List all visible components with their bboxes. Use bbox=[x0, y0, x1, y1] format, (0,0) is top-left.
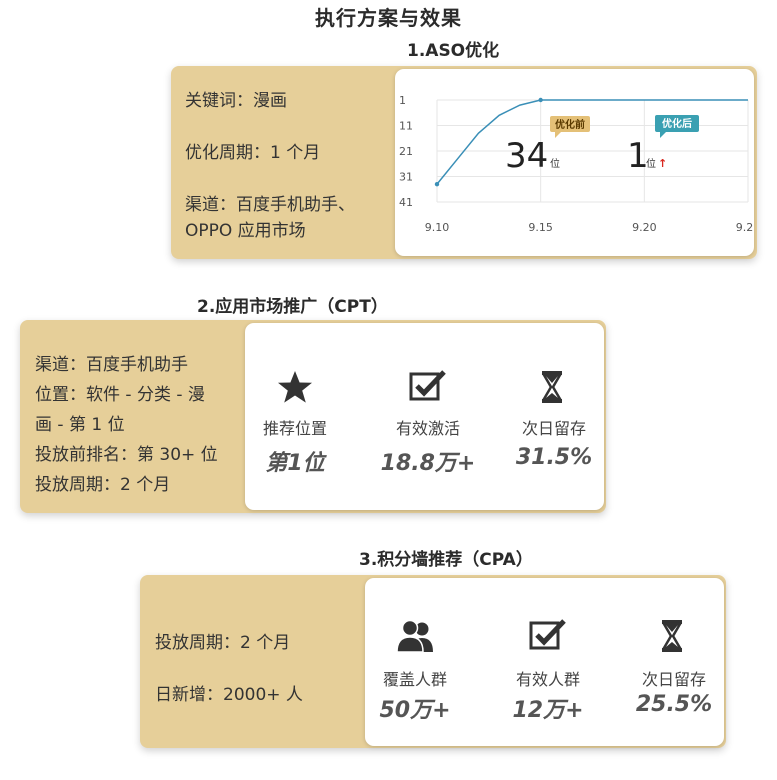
after-rank-unit: 位 bbox=[646, 157, 656, 170]
before-tag-pointer bbox=[555, 132, 561, 138]
y-tick-label: 21 bbox=[399, 145, 413, 158]
cpt-metric-label-2: 有效激活 bbox=[395, 419, 460, 438]
cpa-metric-label-1: 覆盖人群 bbox=[382, 670, 447, 689]
after-tag-pointer bbox=[660, 132, 666, 138]
cpt-prior-rank: 投放前排名：第 30+ 位 bbox=[35, 445, 218, 465]
checkbox-icon bbox=[528, 618, 568, 654]
cpt-metric-value-1: 第1位 bbox=[265, 451, 325, 476]
x-tick-label: 9.25 bbox=[736, 221, 754, 234]
ranking-series-line bbox=[436, 99, 748, 185]
cpt-channel: 渠道：百度手机助手 bbox=[35, 355, 188, 375]
cpa-daily-new: 日新增：2000+ 人 bbox=[155, 685, 303, 705]
y-tick-label: 31 bbox=[399, 171, 413, 184]
data-point bbox=[434, 181, 440, 187]
cpt-metric-value-2: 18.8万+ bbox=[380, 451, 476, 476]
cpt-position-cont: 画 - 第 1 位 bbox=[35, 415, 125, 435]
cpt-metric-value-3: 31.5% bbox=[515, 445, 593, 470]
aso-channel-line2: OPPO 应用市场 bbox=[185, 221, 306, 241]
aso-keyword: 关键词：漫画 bbox=[185, 91, 287, 111]
before-tag-label: 优化前 bbox=[555, 118, 585, 131]
section-cpa-title: 3.积分墙推荐（CPA） bbox=[359, 550, 533, 570]
up-arrow-icon: ↑ bbox=[658, 157, 667, 170]
x-tick-label: 9.15 bbox=[528, 221, 553, 234]
x-tick-label: 9.10 bbox=[425, 221, 450, 234]
data-point bbox=[538, 97, 543, 103]
cpa-metric-label-2: 有效人群 bbox=[515, 670, 580, 689]
before-rank-value: 34 bbox=[505, 136, 548, 176]
cpt-metric-label-1: 推荐位置 bbox=[262, 419, 327, 438]
after-rank-value: 1 bbox=[627, 136, 649, 176]
before-rank-unit: 位 bbox=[550, 157, 560, 170]
aso-channel-line1: 渠道：百度手机助手、 bbox=[185, 195, 355, 215]
section-aso-title: 1.ASO优化 bbox=[407, 41, 500, 61]
cpt-position: 位置：软件 - 分类 - 漫 bbox=[35, 385, 205, 405]
hourglass-icon bbox=[654, 618, 694, 654]
cpt-metric-label-3: 次日留存 bbox=[521, 419, 586, 438]
hourglass-icon bbox=[534, 369, 574, 405]
cpt-metrics-panel: 推荐位置 第1位 有效激活 18.8万+ 次日留存 31.5% bbox=[245, 323, 604, 510]
cpt-period: 投放周期：2 个月 bbox=[35, 475, 171, 495]
after-tag-label: 优化后 bbox=[662, 117, 692, 130]
cpa-metric-value-1: 50万+ bbox=[379, 698, 451, 723]
star-icon bbox=[275, 369, 315, 405]
after-tag bbox=[655, 115, 699, 132]
checkbox-icon bbox=[408, 369, 448, 405]
y-tick-label: 11 bbox=[399, 120, 413, 133]
users-icon bbox=[395, 618, 435, 654]
cpa-metric-value-2: 12万+ bbox=[512, 698, 584, 723]
section-cpt-title: 2.应用市场推广（CPT） bbox=[197, 297, 388, 317]
page-title: 执行方案与效果 bbox=[315, 6, 462, 30]
cpa-metric-label-3: 次日留存 bbox=[641, 670, 706, 689]
cpa-metrics-panel: 覆盖人群 50万+ 有效人群 12万+ 次日留存 25.5% bbox=[365, 578, 724, 746]
cpa-period: 投放周期：2 个月 bbox=[155, 633, 291, 653]
x-tick-label: 9.20 bbox=[632, 221, 657, 234]
aso-period: 优化周期：1 个月 bbox=[185, 143, 321, 163]
before-tag bbox=[550, 116, 590, 132]
cpa-metric-value-3: 25.5% bbox=[635, 692, 713, 717]
y-tick-label: 1 bbox=[399, 94, 406, 107]
y-tick-label: 41 bbox=[399, 196, 413, 209]
